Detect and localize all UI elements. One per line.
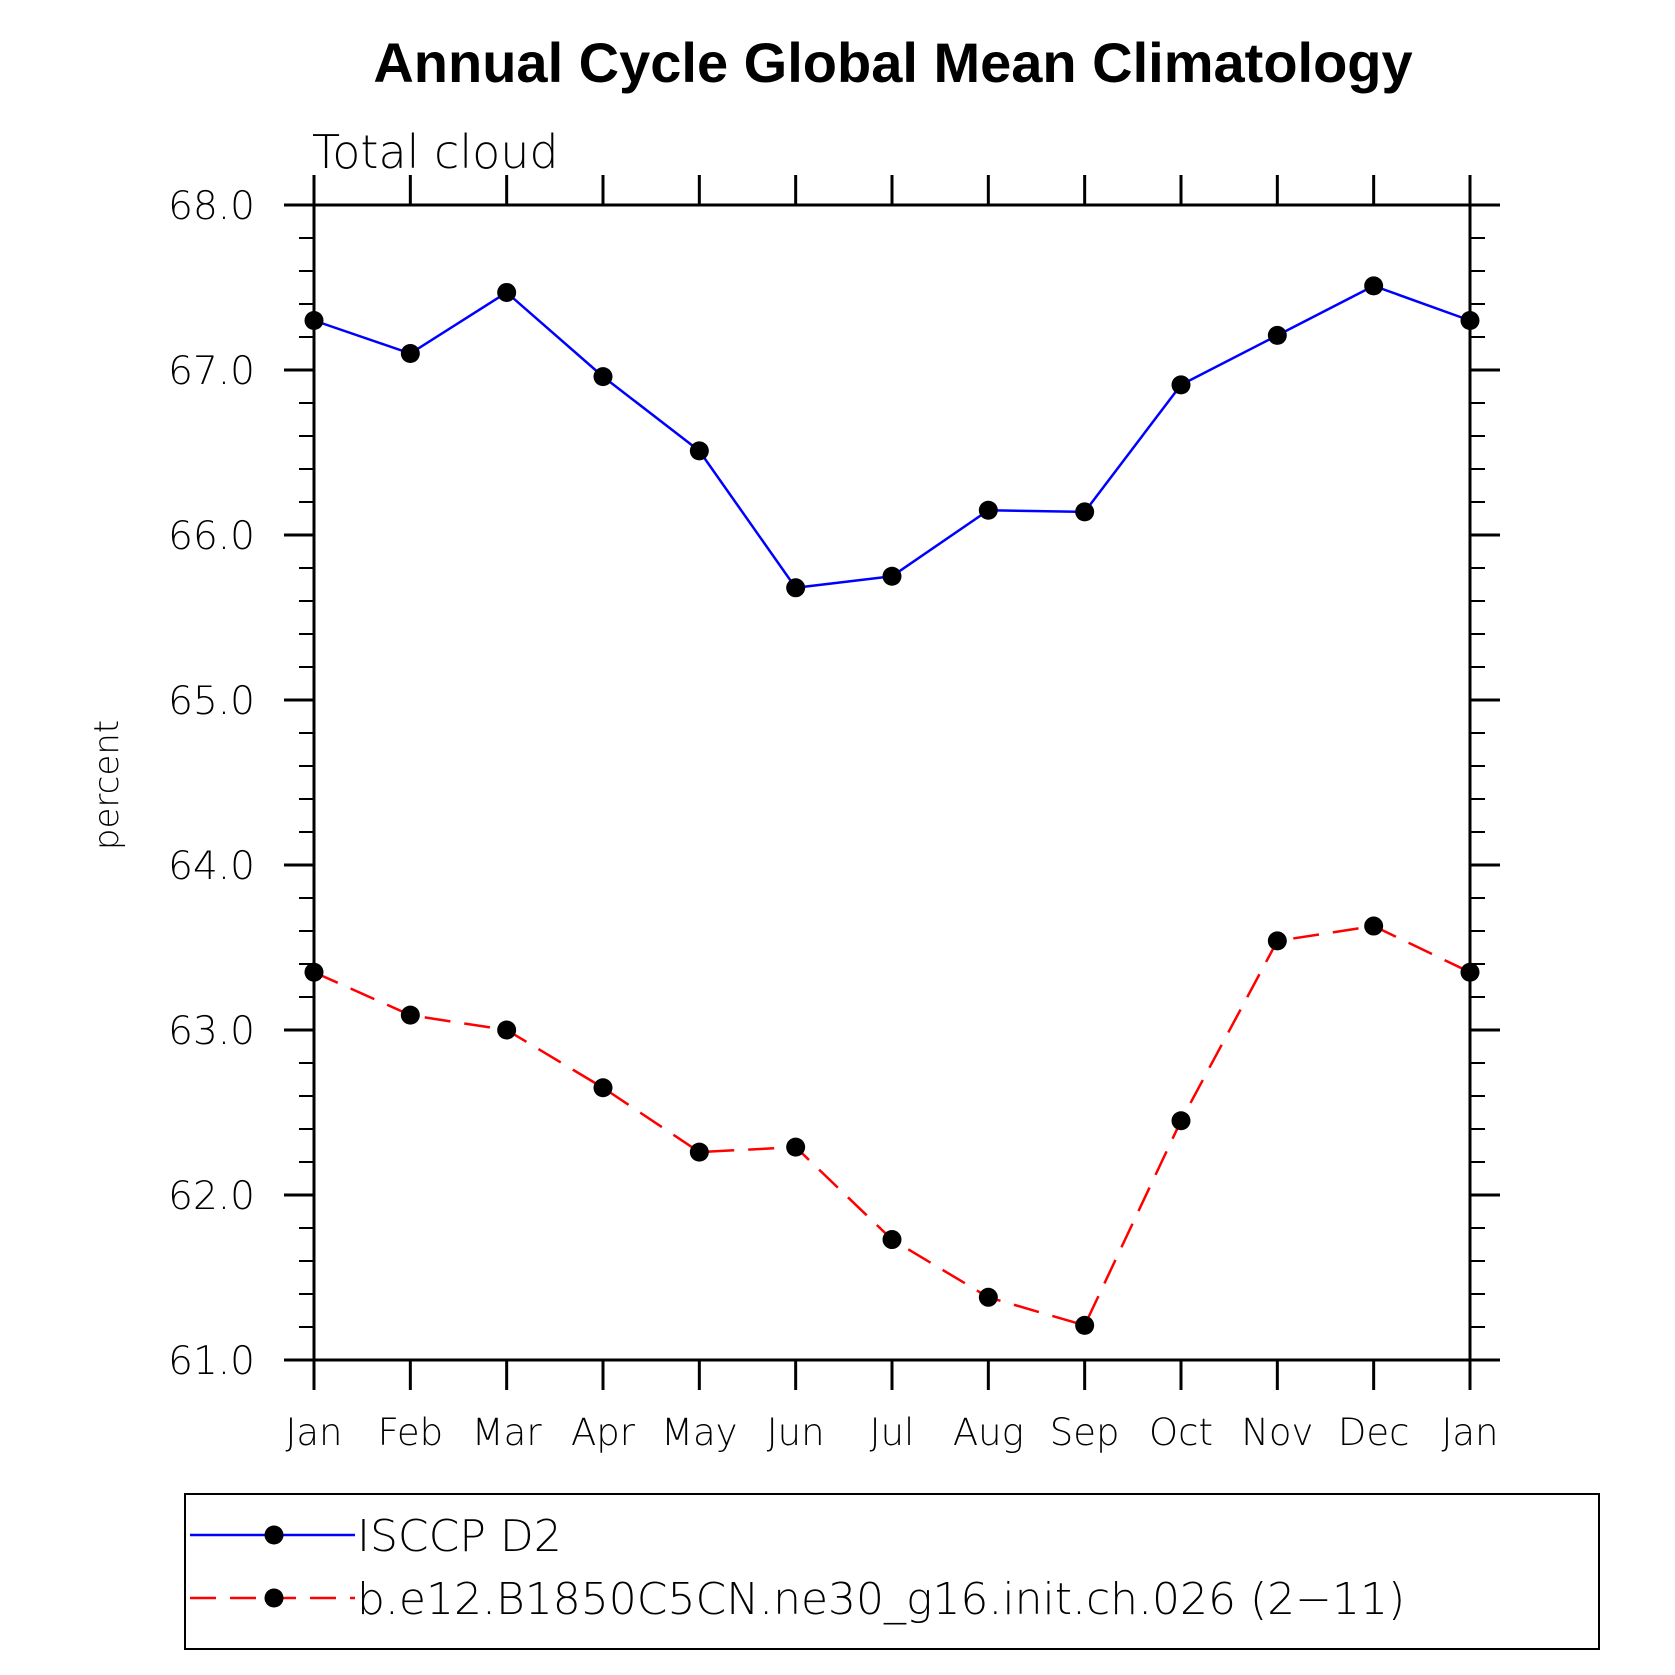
y-tick-label: 63.0 (168, 1009, 255, 1054)
legend-marker (264, 1525, 284, 1545)
y-tick-label: 68.0 (168, 184, 255, 229)
legend-frame (184, 1493, 1600, 1650)
legend-entries: ISCCP D2 b.e12.B1850C5CN.ne30_g16.init.ch… (190, 1511, 1405, 1625)
chart-subtitle: Total cloud (312, 125, 559, 179)
data-point (1171, 375, 1191, 395)
data-point (1267, 325, 1287, 345)
data-point (400, 344, 420, 363)
x-tick-label: Apr (571, 1411, 636, 1454)
y-tick-label: 66.0 (168, 514, 255, 559)
y-tick-label: 64.0 (168, 844, 255, 889)
series-1 (304, 276, 1480, 598)
legend-marker (264, 1588, 284, 1608)
data-point (882, 1230, 902, 1250)
x-tick-label: Mar (472, 1411, 543, 1454)
y-tick-label: 61.0 (168, 1339, 255, 1384)
data-point (689, 441, 709, 461)
x-tick-label: Aug (953, 1411, 1024, 1454)
data-point (978, 1287, 998, 1307)
data-point (593, 1078, 613, 1098)
y-axis-label: percent (87, 720, 127, 850)
data-point (1267, 931, 1287, 951)
data-point (689, 1142, 709, 1162)
data-point (593, 367, 613, 387)
x-tick-label: Feb (378, 1411, 444, 1454)
data-point (1075, 502, 1095, 522)
data-point (1364, 916, 1384, 936)
data-point (497, 282, 517, 302)
data-point (400, 1005, 420, 1025)
x-tick-label: Sep (1050, 1411, 1120, 1454)
major-ticks (284, 175, 1500, 1390)
y-tick-labels: 61.0 62.0 63.0 64.0 65.0 66.0 67.0 68.0 (168, 184, 255, 1384)
data-point (1171, 1111, 1191, 1131)
x-tick-label: Jun (767, 1411, 825, 1454)
series-line (313, 284, 1471, 590)
legend-entry-2: b.e12.B1850C5CN.ne30_g16.init.ch.026 (2−… (190, 1574, 1405, 1625)
data-point (1364, 276, 1384, 296)
minor-ticks (299, 237, 1485, 1328)
data-point (786, 578, 806, 598)
y-tick-label: 62.0 (168, 1174, 255, 1219)
x-tick-labels: Jan Feb Mar Apr May Jun Jul Aug Sep Oct Nov Dec Jan (285, 1411, 1498, 1454)
data-point (978, 500, 998, 520)
y-tick-label: 67.0 (168, 349, 255, 394)
y-tick-label: 65.0 (168, 679, 255, 724)
x-tick-label: Jul (870, 1411, 915, 1454)
x-tick-label: Nov (1241, 1411, 1313, 1454)
data-point (882, 566, 902, 586)
x-tick-label: Jan (285, 1411, 342, 1454)
chart-title: Annual Cycle Global Mean Climatology (373, 31, 1412, 94)
x-tick-label: Dec (1338, 1411, 1410, 1454)
x-tick-label: Oct (1149, 1411, 1213, 1454)
series-2 (304, 916, 1480, 1335)
x-tick-label: May (661, 1411, 738, 1454)
legend-label: ISCCP D2 (357, 1511, 562, 1562)
data-point (786, 1137, 806, 1157)
legend: ISCCP D2 b.e12.B1850C5CN.ne30_g16.init.ch… (184, 1493, 1600, 1650)
series-line (313, 924, 1471, 1327)
x-tick-label: Jan (1441, 1411, 1498, 1454)
plot-frame (312, 203, 1472, 1362)
data-point (497, 1020, 517, 1040)
series-layer (304, 276, 1480, 1335)
data-point (1075, 1315, 1095, 1335)
legend-label: b.e12.B1850C5CN.ne30_g16.init.ch.026 (2−… (357, 1574, 1405, 1625)
legend-entry-1: ISCCP D2 (190, 1511, 562, 1562)
